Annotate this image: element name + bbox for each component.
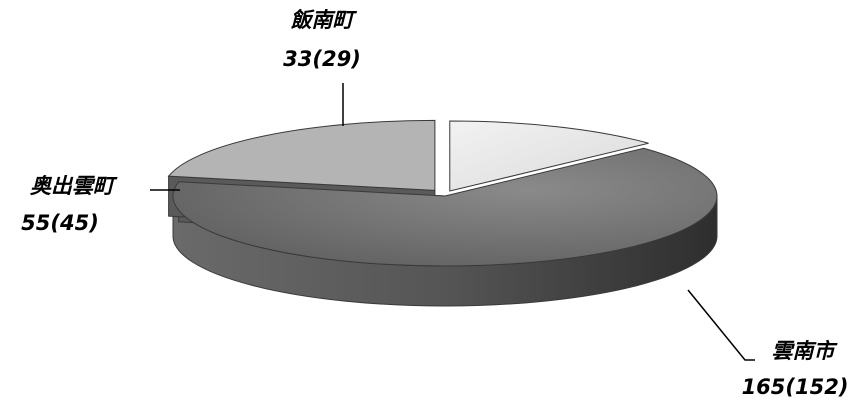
slice-value-okuizumo: 55(45) — [21, 211, 99, 235]
slice-label-iinan: 飯南町 — [291, 8, 358, 32]
pie-slice-unnan — [172, 147, 718, 267]
pie-slice-iinan — [449, 120, 649, 192]
slice-value-unnan: 165(152) — [742, 375, 849, 399]
slice-label-unnan: 雲南市 — [772, 339, 839, 363]
leader-line-unnan — [687, 289, 755, 361]
slice-label-okuizumo: 奥出雲町 — [30, 174, 118, 198]
pie-slice-okuizumo — [167, 119, 436, 191]
slice-value-iinan: 33(29) — [283, 47, 361, 71]
